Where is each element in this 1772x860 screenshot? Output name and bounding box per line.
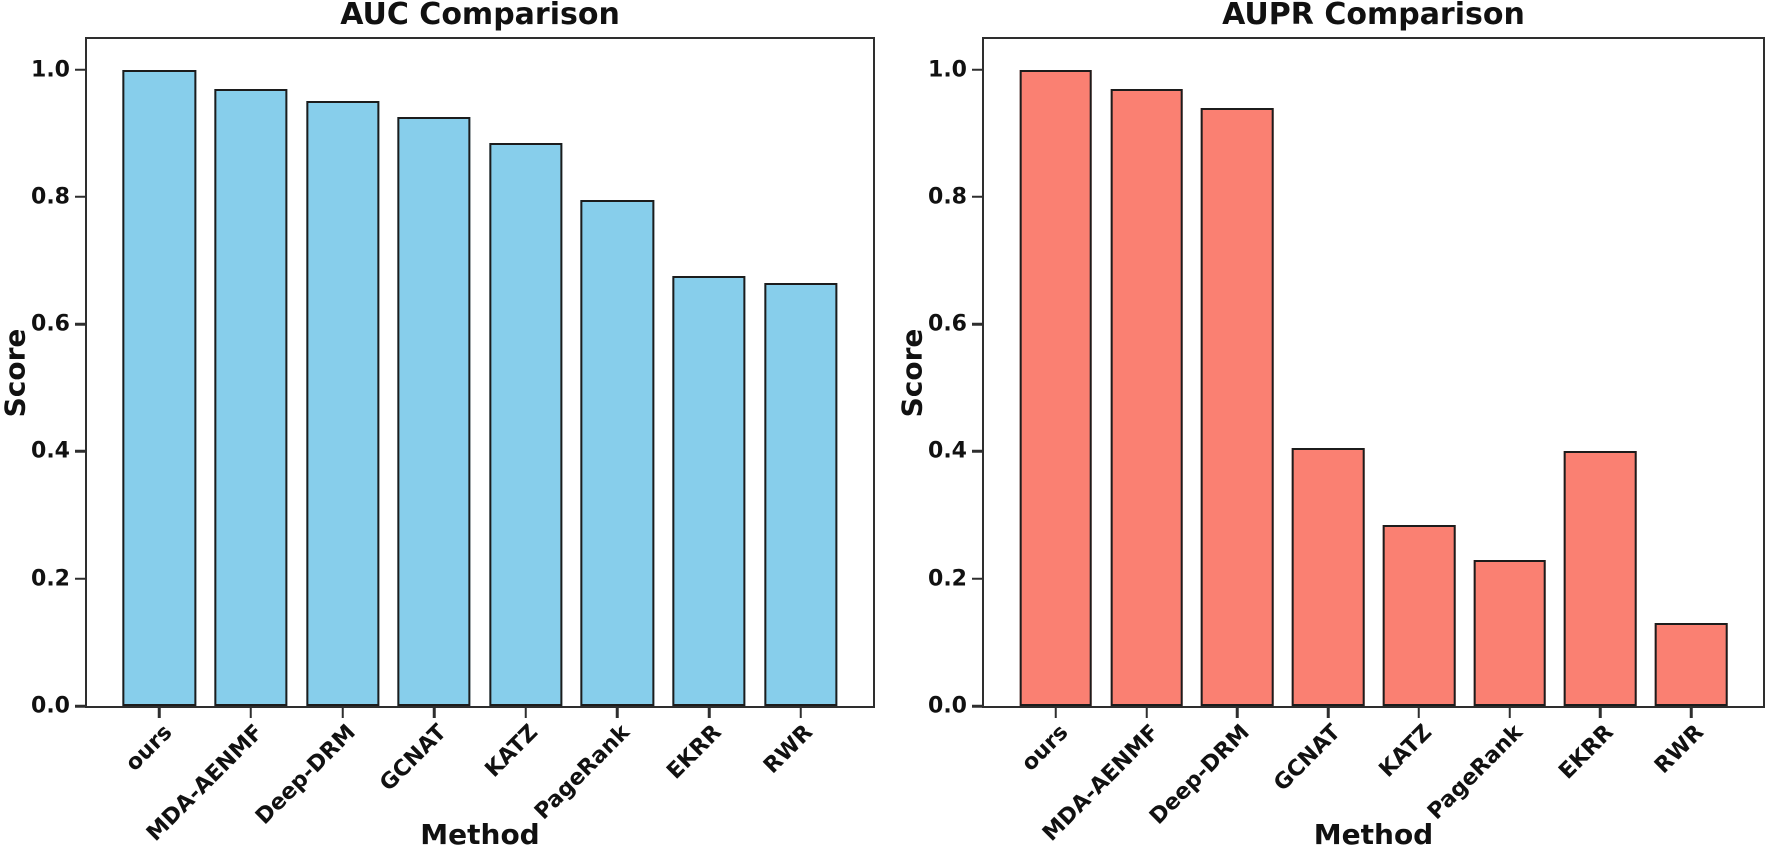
y-tick-mark — [75, 450, 87, 453]
bar-RWR — [763, 282, 838, 706]
x-tick-label-EKRR: EKRR — [662, 720, 727, 785]
bar-MDA-AENMF — [1110, 88, 1183, 706]
x-tick-mark — [1326, 706, 1330, 718]
x-tick-label-GCNAT: GCNAT — [1269, 720, 1346, 797]
auc-chart-title: AUC Comparison — [340, 0, 620, 32]
x-tick-label-EKRR: EKRR — [1553, 720, 1619, 785]
x-tick-label-ours: ours — [1017, 720, 1074, 777]
x-tick-mark — [1236, 706, 1239, 718]
aupr-chart-title: AUPR Comparison — [1222, 0, 1525, 32]
bar-GCNAT — [397, 117, 471, 706]
bar-KATZ — [489, 142, 563, 706]
x-tick-label-KATZ: KATZ — [1374, 720, 1437, 783]
x-tick-mark — [1417, 706, 1421, 718]
y-tick-mark — [972, 322, 984, 326]
y-tick-mark — [972, 68, 984, 71]
bar-EKRR — [1564, 451, 1637, 706]
x-tick-mark — [1599, 706, 1602, 718]
aupr-y-axis-label: Score — [895, 328, 929, 417]
y-tick-label-1.0: 1.0 — [928, 57, 967, 83]
x-tick-mark — [1508, 706, 1511, 718]
x-tick-label-GCNAT: GCNAT — [375, 720, 452, 797]
x-tick-mark — [432, 706, 436, 718]
y-tick-label-0.4: 0.4 — [928, 438, 967, 464]
y-tick-mark — [75, 704, 87, 708]
x-tick-mark — [249, 706, 253, 718]
y-tick-mark — [75, 322, 87, 326]
x-tick-mark — [524, 706, 528, 718]
x-tick-label-PageRank: PageRank — [1422, 720, 1528, 825]
aupr-x-axis-label: Method — [1313, 818, 1434, 851]
y-tick-label-0.8: 0.8 — [31, 184, 70, 210]
y-tick-label-0.6: 0.6 — [31, 311, 70, 337]
x-tick-mark — [1145, 706, 1148, 718]
x-tick-mark — [616, 706, 619, 718]
bar-Deep-DRM — [1200, 107, 1274, 706]
x-tick-mark — [341, 706, 344, 718]
auc-plot-area: AUC Comparison Score Method ours MDA-AENM… — [0, 0, 875, 851]
x-tick-mark — [1690, 706, 1693, 718]
bar-PageRank — [580, 200, 655, 706]
y-tick-label-0.4: 0.4 — [31, 438, 70, 464]
y-tick-mark — [972, 704, 984, 708]
x-tick-label-PageRank: PageRank — [530, 720, 636, 825]
x-tick-mark — [707, 706, 711, 718]
x-tick-label-RWR: RWR — [1650, 720, 1709, 779]
y-tick-mark — [972, 577, 984, 580]
y-tick-label-1.0: 1.0 — [31, 57, 70, 83]
y-tick-mark — [75, 577, 87, 580]
x-tick-mark — [1054, 706, 1057, 718]
y-tick-label-0.0: 0.0 — [928, 693, 967, 719]
y-tick-mark — [972, 195, 984, 199]
auc-y-axis-label: Score — [0, 328, 32, 417]
y-tick-mark — [75, 68, 87, 71]
auc-x-axis-label: Method — [420, 818, 540, 851]
x-tick-mark — [799, 706, 802, 718]
x-tick-label-KATZ: KATZ — [481, 720, 544, 783]
bar-Deep-DRM — [305, 101, 380, 706]
y-tick-mark — [75, 195, 87, 199]
bar-ours — [122, 69, 196, 706]
y-tick-mark — [972, 450, 984, 453]
aupr-plot-area: AUPR Comparison Score Method ours MDA-AEN… — [896, 0, 1765, 851]
bar-RWR — [1654, 623, 1728, 706]
y-tick-label-0.0: 0.0 — [31, 693, 70, 719]
bar-GCNAT — [1291, 448, 1365, 706]
y-tick-label-0.8: 0.8 — [928, 184, 967, 210]
y-tick-label-0.2: 0.2 — [928, 566, 967, 592]
x-tick-label-ours: ours — [120, 720, 178, 777]
y-tick-label-0.2: 0.2 — [31, 566, 70, 592]
bar-PageRank — [1473, 559, 1546, 706]
x-tick-label-RWR: RWR — [759, 720, 819, 779]
bar-ours — [1019, 69, 1093, 706]
y-tick-label-0.6: 0.6 — [928, 311, 967, 337]
bar-KATZ — [1382, 524, 1456, 706]
x-tick-mark — [158, 706, 161, 718]
bar-EKRR — [672, 276, 746, 706]
bar-MDA-AENMF — [214, 88, 288, 706]
